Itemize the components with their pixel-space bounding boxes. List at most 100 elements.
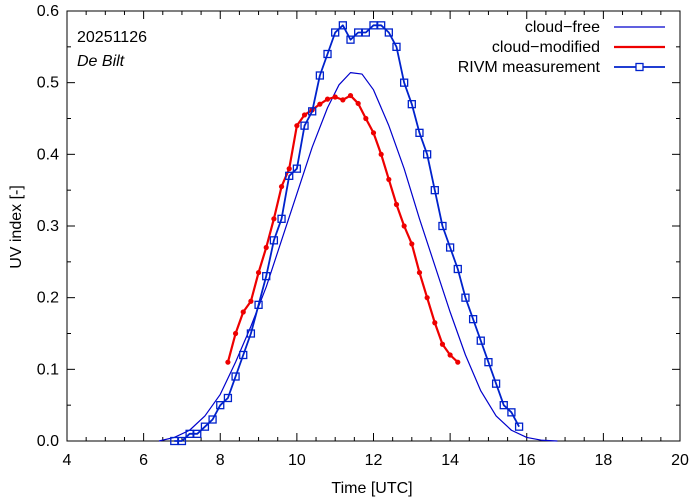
rivm-measurement-point	[200, 422, 210, 431]
rivm-measurement-point	[246, 329, 256, 338]
cloud-modified-point	[317, 101, 323, 107]
rivm-measurement-point	[208, 415, 217, 424]
cloud-modified-point	[240, 309, 246, 315]
rivm-measurement-point	[254, 300, 263, 309]
cloud-modified-point	[294, 123, 300, 129]
cloud-modified-point	[416, 269, 423, 276]
cloud-modified-point	[439, 341, 446, 347]
y-tick-label: 0.0	[37, 433, 59, 450]
legend-label-cloud-free: cloud−free	[525, 19, 600, 36]
y-tick-label: 0.6	[37, 3, 59, 20]
cloud-modified-point	[455, 359, 461, 365]
rivm-measurement-point	[223, 393, 233, 403]
x-tick-label: 16	[518, 452, 536, 469]
rivm-measurement-point	[292, 164, 302, 173]
series-line-cloud-free	[158, 72, 558, 442]
cloud-modified-point	[378, 151, 384, 157]
cloud-modified-point	[447, 352, 453, 358]
cloud-modified-point	[332, 94, 338, 100]
cloud-modified-point	[271, 216, 277, 222]
rivm-measurement-point	[315, 71, 325, 80]
rivm-measurement-point	[461, 293, 470, 302]
x-tick-label: 14	[441, 452, 459, 469]
rivm-measurement-point	[491, 379, 501, 388]
legend: cloud−free cloud−modified RIVM measureme…	[458, 19, 665, 76]
rivm-measurement-point	[476, 336, 485, 345]
rivm-measurement-point	[422, 150, 432, 159]
cloud-modified-point	[263, 244, 269, 251]
rivm-measurement-point	[361, 28, 370, 37]
x-tick-label: 8	[216, 452, 225, 469]
rivm-measurement-point	[338, 21, 348, 30]
cloud-modified-point	[370, 130, 377, 136]
rivm-measurement-point	[407, 100, 416, 109]
cloud-modified-point	[324, 96, 331, 102]
rivm-measurement-point	[384, 28, 393, 37]
x-axis-title: Time [UTC]	[331, 480, 412, 497]
y-axis-title: UV index [-]	[8, 185, 25, 269]
cloud-modified-point	[255, 269, 262, 276]
rivm-measurement-point	[354, 28, 363, 37]
cloud-modified-point	[248, 298, 254, 304]
location-annotation: De Bilt	[77, 53, 125, 70]
x-tick-label: 4	[63, 452, 72, 469]
rivm-measurement-point	[392, 42, 401, 51]
rivm-measurement-point	[269, 236, 279, 245]
x-tick-label: 12	[365, 452, 383, 469]
date-annotation: 20251126	[77, 29, 147, 46]
rivm-measurement-point	[323, 49, 332, 59]
x-tick-label: 20	[671, 452, 689, 469]
cloud-modified-point	[401, 223, 407, 229]
rivm-measurement-point	[453, 264, 462, 274]
rivm-measurement-point	[438, 221, 447, 231]
rivm-measurement-point	[346, 35, 355, 44]
x-tick-label: 18	[594, 452, 612, 469]
rivm-measurement-point	[514, 422, 524, 431]
legend-marker-rivm-measurement	[635, 62, 644, 72]
rivm-measurement-point	[468, 315, 478, 324]
cloud-modified-point	[286, 166, 292, 172]
x-tick-label: 6	[139, 452, 148, 469]
cloud-modified-point	[301, 112, 308, 118]
cloud-modified-point	[278, 183, 285, 190]
rivm-measurement-point	[262, 272, 271, 281]
rivm-measurement-point	[239, 350, 248, 360]
cloud-modified-point	[424, 295, 430, 301]
cloud-modified-point	[355, 100, 361, 107]
rivm-measurement-point	[445, 243, 455, 252]
y-tick-label: 0.1	[37, 361, 59, 378]
cloud-modified-point	[232, 330, 239, 337]
legend-label-cloud-modified: cloud−modified	[492, 39, 600, 56]
x-tick-label: 10	[288, 452, 306, 469]
rivm-measurement-point	[331, 28, 340, 37]
rivm-measurement-point	[399, 78, 409, 87]
y-tick-label: 0.3	[37, 218, 59, 235]
rivm-measurement-point	[193, 429, 202, 438]
rivm-measurement-point	[170, 436, 179, 446]
rivm-measurement-point	[430, 186, 439, 195]
rivm-measurement-point	[377, 21, 386, 30]
rivm-measurement-point	[369, 21, 378, 30]
series-line-rivm-measurement	[174, 24, 520, 442]
rivm-measurement-point	[231, 372, 240, 381]
rivm-measurement-point	[216, 401, 225, 410]
y-tick-label: 0.2	[37, 290, 59, 307]
series-layer	[158, 21, 558, 446]
rivm-measurement-point	[300, 121, 309, 130]
y-tick-label: 0.4	[37, 146, 59, 163]
rivm-measurement-point	[415, 128, 424, 137]
rivm-measurement-point	[308, 107, 317, 116]
cloud-modified-point	[347, 92, 354, 99]
cloud-modified-point	[363, 115, 369, 122]
legend-label-rivm-measurement: RIVM measurement	[458, 59, 601, 76]
cloud-modified-point	[393, 201, 400, 208]
axes-layer: 4 6 8 10 12 14 16 18 20 0.0 0.1 0.2 0.3 0.4 0.5 0.6	[37, 3, 689, 469]
y-tick-label: 0.5	[37, 75, 59, 92]
rivm-measurement-point	[277, 214, 286, 223]
rivm-measurement-point	[484, 358, 493, 367]
rivm-measurement-point	[499, 401, 508, 410]
rivm-measurement-point	[177, 436, 187, 446]
rivm-measurement-point	[285, 171, 294, 180]
cloud-modified-point	[386, 176, 392, 183]
